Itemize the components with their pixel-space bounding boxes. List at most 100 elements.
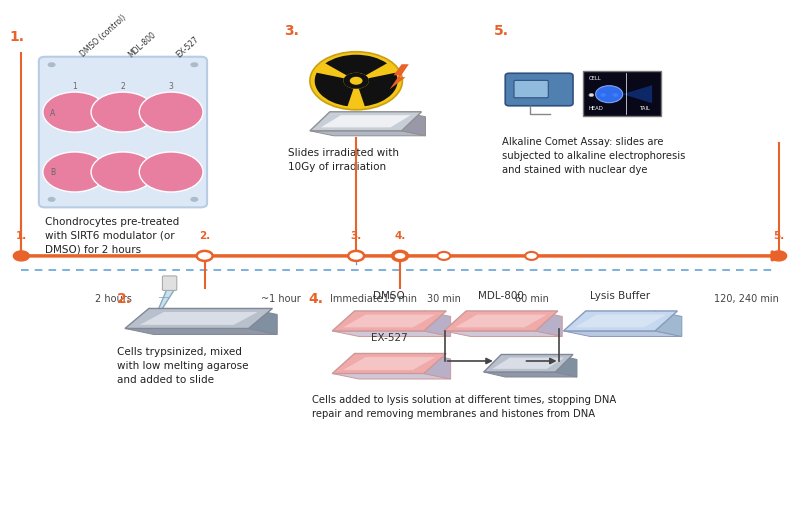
Text: 2 hours: 2 hours (94, 294, 131, 304)
Text: Cells added to lysis solution at different times, stopping DNA
repair and removi: Cells added to lysis solution at differe… (312, 394, 617, 418)
Circle shape (589, 94, 594, 97)
Circle shape (770, 251, 786, 262)
Polygon shape (390, 65, 409, 90)
Text: Lysis Buffer: Lysis Buffer (590, 290, 650, 300)
Circle shape (595, 86, 622, 104)
Circle shape (343, 74, 369, 89)
Text: Cells trypsinized, mixed
with low melting agarose
and added to slide: Cells trypsinized, mixed with low meltin… (117, 346, 249, 384)
Polygon shape (310, 113, 422, 131)
Text: 120, 240 min: 120, 240 min (714, 294, 779, 304)
Circle shape (310, 53, 402, 111)
Circle shape (190, 63, 198, 68)
Text: MDL-800: MDL-800 (126, 30, 158, 59)
Circle shape (48, 63, 55, 68)
FancyBboxPatch shape (514, 81, 548, 98)
Text: MDL-800: MDL-800 (478, 290, 524, 300)
Polygon shape (332, 374, 450, 379)
Circle shape (48, 197, 55, 203)
Polygon shape (424, 354, 450, 379)
Text: 2.: 2. (199, 230, 210, 240)
Wedge shape (359, 74, 398, 107)
Polygon shape (332, 312, 446, 331)
FancyBboxPatch shape (39, 58, 207, 208)
Polygon shape (402, 113, 426, 136)
Circle shape (139, 93, 203, 133)
Circle shape (438, 252, 450, 261)
Polygon shape (343, 358, 435, 370)
Circle shape (197, 251, 213, 262)
Text: Immediate: Immediate (330, 294, 382, 304)
Text: 30 min: 30 min (427, 294, 461, 304)
Polygon shape (125, 329, 278, 335)
Circle shape (394, 252, 406, 261)
Text: DMSO: DMSO (374, 290, 405, 300)
Text: 2: 2 (121, 82, 126, 91)
Polygon shape (158, 312, 161, 319)
Polygon shape (455, 315, 547, 328)
Text: 1: 1 (72, 82, 77, 91)
Polygon shape (125, 309, 273, 329)
Circle shape (348, 251, 364, 262)
Circle shape (43, 93, 106, 133)
Text: CELL: CELL (589, 76, 602, 81)
Polygon shape (310, 131, 426, 136)
Text: HEAD: HEAD (589, 106, 603, 111)
Circle shape (14, 251, 30, 262)
Text: DMSO (control): DMSO (control) (78, 14, 128, 59)
Polygon shape (158, 289, 175, 312)
Text: EX-527: EX-527 (174, 34, 201, 59)
Circle shape (601, 94, 606, 97)
Text: 3: 3 (169, 82, 174, 91)
Text: B: B (50, 168, 55, 177)
Text: Alkaline Comet Assay: slides are
subjected to alkaline electrophoresis
and stain: Alkaline Comet Assay: slides are subject… (502, 136, 686, 174)
Polygon shape (249, 309, 278, 335)
Circle shape (392, 251, 408, 262)
Text: 15 min: 15 min (383, 294, 417, 304)
Circle shape (613, 94, 618, 97)
Text: 2.: 2. (117, 291, 132, 306)
Text: 4.: 4. (394, 230, 406, 240)
Text: 3.: 3. (350, 230, 362, 240)
Polygon shape (535, 312, 562, 337)
FancyBboxPatch shape (583, 72, 662, 117)
Wedge shape (326, 56, 387, 76)
Text: ~1 hour: ~1 hour (261, 294, 300, 304)
Polygon shape (444, 331, 562, 337)
Polygon shape (622, 86, 652, 104)
Circle shape (91, 93, 155, 133)
Text: 3.: 3. (285, 24, 299, 38)
Polygon shape (655, 312, 682, 337)
Circle shape (190, 197, 198, 203)
Text: 1.: 1. (10, 30, 24, 43)
Circle shape (525, 252, 538, 261)
Text: Slides irradiated with
10Gy of irradiation: Slides irradiated with 10Gy of irradiati… (288, 148, 399, 172)
Polygon shape (574, 315, 666, 328)
Polygon shape (555, 355, 577, 377)
Polygon shape (332, 354, 446, 374)
Text: 5.: 5. (773, 230, 784, 240)
Text: 5.: 5. (494, 24, 509, 38)
Polygon shape (424, 312, 450, 337)
Polygon shape (563, 312, 678, 331)
Polygon shape (492, 358, 564, 369)
FancyBboxPatch shape (162, 276, 177, 291)
Text: TAIL: TAIL (640, 106, 650, 111)
Circle shape (43, 153, 106, 192)
Text: 60 min: 60 min (514, 294, 549, 304)
Polygon shape (484, 355, 573, 372)
FancyBboxPatch shape (506, 74, 573, 107)
Polygon shape (140, 313, 258, 325)
Text: 1.: 1. (16, 230, 27, 240)
Text: A: A (50, 109, 55, 117)
Text: 4.: 4. (308, 291, 323, 306)
Polygon shape (332, 331, 450, 337)
Text: EX-527: EX-527 (371, 333, 408, 343)
Circle shape (91, 153, 155, 192)
Circle shape (139, 153, 203, 192)
Wedge shape (314, 74, 354, 107)
Polygon shape (444, 312, 558, 331)
Polygon shape (343, 315, 435, 328)
Circle shape (350, 78, 362, 85)
Text: Chondrocytes pre-treated
with SIRT6 modulator (or
DMSO) for 2 hours: Chondrocytes pre-treated with SIRT6 modu… (46, 217, 179, 255)
Polygon shape (563, 331, 682, 337)
